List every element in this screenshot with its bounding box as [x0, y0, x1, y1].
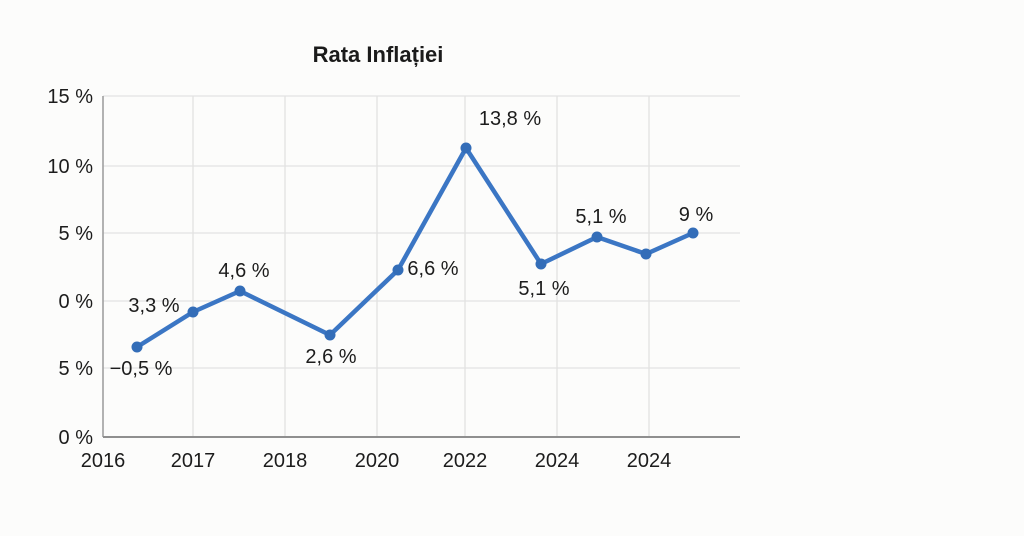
- data-point-marker: [591, 231, 603, 243]
- y-tick-label: 15 %: [47, 86, 93, 108]
- data-point-label: 4,6 %: [218, 260, 269, 282]
- data-point-label: 9 %: [679, 204, 714, 226]
- y-tick-label: 5 %: [59, 358, 94, 380]
- x-tick-label: 2024: [627, 450, 672, 472]
- data-point-marker: [460, 142, 472, 154]
- x-tick-label: 2022: [443, 450, 488, 472]
- y-tick-label: 0 %: [59, 291, 94, 313]
- data-line: [134, 145, 696, 350]
- x-tick-label: 2018: [263, 450, 308, 472]
- x-tick-label: 2017: [171, 450, 216, 472]
- data-point-marker: [687, 227, 699, 239]
- data-point-label: 3,3 %: [128, 295, 179, 317]
- chart-title: Rata Inflației: [312, 42, 444, 67]
- data-point-marker: [187, 306, 199, 318]
- x-tick-label: 2024: [535, 450, 580, 472]
- data-point-marker: [535, 258, 547, 270]
- data-point-marker: [324, 329, 336, 341]
- x-tick-label: 2016: [81, 450, 126, 472]
- data-point-label: 2,6 %: [305, 346, 356, 368]
- y-tick-label: 10 %: [47, 156, 93, 178]
- data-point-label: 6,6 %: [407, 258, 458, 280]
- data-point-marker: [131, 341, 143, 353]
- data-point-label: 5,1 %: [518, 278, 569, 300]
- data-point-label: −0,5 %: [110, 358, 173, 380]
- data-point-marker: [640, 248, 652, 260]
- data-point-label: 13,8 %: [479, 108, 541, 130]
- y-tick-label: 0 %: [59, 427, 94, 449]
- data-point-label: 5,1 %: [575, 206, 626, 228]
- data-point-marker: [234, 285, 246, 297]
- y-tick-label: 5 %: [59, 223, 94, 245]
- x-tick-label: 2020: [355, 450, 400, 472]
- data-point-marker: [392, 264, 404, 276]
